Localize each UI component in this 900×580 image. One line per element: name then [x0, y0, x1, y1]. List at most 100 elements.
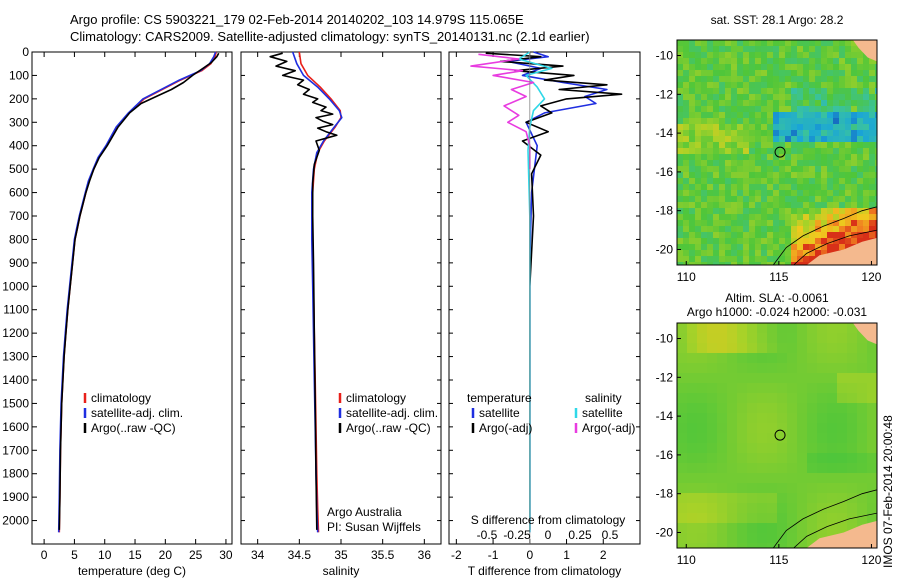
map-x-tick-label: 120: [861, 270, 881, 284]
y-tick-label: 700: [9, 209, 29, 223]
map-y-tick-label: -14: [656, 126, 674, 140]
y-tick-label: 1500: [2, 396, 29, 410]
map-title-line-2: Argo h1000: -0.024 h2000: -0.031: [687, 305, 867, 319]
y-tick-label: 1600: [2, 420, 29, 434]
legend-entry-label: climatology: [346, 391, 406, 405]
y-tick-label: 1300: [2, 350, 29, 364]
land-mainland: [806, 237, 877, 265]
series-line-argo-adj-: [485, 52, 623, 530]
y-tick-label: 2000: [2, 514, 29, 528]
panel-salinity-profile: 34 34.5 35 35.5 36 salinity climatologysatelli…: [240, 51, 442, 578]
y-tick-label: 900: [9, 256, 29, 270]
footer-stamp: IMOS 07-Feb-2014 20:00:48: [881, 415, 895, 568]
y-tick-label: 100: [9, 68, 29, 82]
x-tick-label: 10: [98, 548, 112, 562]
land-mainland: [806, 520, 877, 548]
y-tick-label: 1700: [2, 443, 29, 457]
land-island: [852, 40, 877, 62]
legend-entry-salinity-label: Argo(-adj): [582, 421, 635, 435]
map-title: sat. SST: 28.1 Argo: 28.2: [711, 13, 844, 27]
title-line-1: Argo profile: CS 5903221_179 02-Feb-2014…: [70, 12, 524, 27]
x-tick-label-top: -0.25: [503, 528, 531, 542]
map-x-tick-label: 120: [861, 553, 881, 567]
map-x-tick-label: 115: [769, 270, 788, 284]
legend-entry-label: satellite-adj. clim.: [346, 406, 438, 420]
y-tick-label: 1400: [2, 373, 29, 387]
y-tick-label: 400: [9, 139, 29, 153]
y-tick-label: 1900: [2, 490, 29, 504]
x-tick-label: 35: [334, 548, 348, 562]
y-tick-label: 800: [9, 232, 29, 246]
x-tick-label-top: 0: [545, 528, 552, 542]
depth-contour: [772, 489, 877, 548]
map-field: [677, 323, 877, 548]
land-island: [852, 323, 877, 345]
x-axis-label-top: S difference from climatology: [471, 513, 626, 527]
map-frame: [676, 322, 878, 549]
x-tick-label: 0: [41, 548, 48, 562]
y-tick-label: 1100: [3, 303, 29, 317]
plot-frame-difference-profile: [448, 51, 641, 545]
legend-entry-temperature-label: satellite: [479, 406, 520, 420]
map-y-tick-label: -16: [656, 448, 674, 462]
legend-entry-salinity-label: satellite: [582, 406, 623, 420]
x-tick-label: 2: [600, 548, 607, 562]
depth-contour: [772, 206, 877, 265]
y-tick-label: 1200: [2, 326, 29, 340]
legend-entry-temperature-label: Argo(-adj): [479, 421, 532, 435]
x-tick-label: 5: [71, 548, 78, 562]
x-tick-label: 34.5: [288, 548, 312, 562]
map-y-tick-label: -20: [656, 525, 674, 539]
x-tick-label: -1: [488, 548, 499, 562]
plot-frame-temperature-profile: [31, 51, 233, 545]
map-y-tick-label: -18: [656, 487, 674, 501]
y-tick-label: 0: [22, 45, 29, 59]
annotation-line-2: PI: Susan Wijffels: [327, 520, 421, 534]
map-sst-map: 110 115 120 -10 -12 -14 -16 -18 -20 sat. SST: 28.…: [656, 13, 882, 284]
map-x-tick-label: 110: [677, 553, 696, 567]
map-x-tick-label: 115: [769, 553, 788, 567]
legend-title-salinity: salinity: [585, 391, 622, 405]
depth-contour: [793, 229, 877, 265]
x-tick-label-top: -0.5: [477, 528, 498, 542]
x-axis-label: temperature (deg C): [78, 564, 186, 578]
panel-temperature-profile: 0 5 10 15 20 25 30 temperature (deg C) 0 100 200 30…: [2, 45, 233, 578]
legend-entry-label: Argo(..raw -QC): [346, 421, 431, 435]
y-tick-label: 300: [9, 115, 29, 129]
legend-entry-label: Argo(..raw -QC): [91, 421, 176, 435]
map-frame: [676, 39, 878, 266]
map-y-tick-label: -18: [656, 204, 674, 218]
x-tick-label: 35.5: [371, 548, 395, 562]
x-axis-label: salinity: [323, 564, 360, 578]
x-tick-label: 25: [189, 548, 203, 562]
x-tick-label-top: 0.25: [568, 528, 592, 542]
x-tick-label: 34: [251, 548, 265, 562]
series-line-argo-adj-: [470, 53, 535, 170]
x-tick-label: 15: [128, 548, 142, 562]
plot-frame-salinity-profile: [240, 51, 442, 545]
depth-contour: [793, 512, 877, 548]
annotation-line-1: Argo Australia: [327, 505, 402, 519]
map-y-tick-label: -14: [656, 409, 674, 423]
x-tick-label-top: 0.5: [602, 528, 619, 542]
y-tick-label: 1800: [2, 467, 29, 481]
legend-entry-label: satellite-adj. clim.: [91, 406, 183, 420]
x-tick-label: 0: [526, 548, 533, 562]
title-line-2: Climatology: CARS2009. Satellite-adjuste…: [70, 29, 590, 44]
map-y-tick-label: -10: [656, 49, 674, 63]
map-y-tick-label: -20: [656, 242, 674, 256]
y-tick-label: 500: [9, 162, 29, 176]
argo-location-marker: [774, 429, 786, 441]
legend-title-temperature: temperature: [467, 391, 532, 405]
x-tick-label: 20: [159, 548, 173, 562]
x-tick-label: 1: [563, 548, 570, 562]
map-y-tick-label: -12: [656, 87, 674, 101]
panel-difference-profile: -2 -1 0 1 2T difference from climatologytemp…: [448, 51, 641, 578]
x-tick-label: 36: [418, 548, 432, 562]
argo-location-marker: [774, 146, 786, 158]
map-title-line-1: Altim. SLA: -0.0061: [725, 291, 829, 305]
legend-entry-label: climatology: [91, 391, 151, 405]
y-tick-label: 1000: [2, 279, 29, 293]
map-y-tick-label: -16: [656, 165, 674, 179]
